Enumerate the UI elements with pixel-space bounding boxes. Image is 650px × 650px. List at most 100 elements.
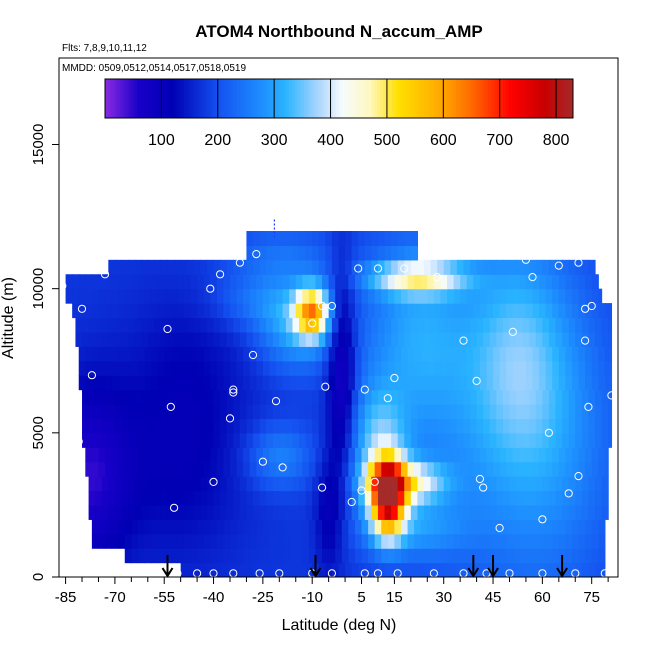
heatmap-cell xyxy=(562,259,570,275)
heatmap-cell xyxy=(552,375,560,391)
heatmap-cell xyxy=(565,360,573,376)
heatmap-cell xyxy=(118,360,126,376)
heatmap-cell xyxy=(256,548,264,564)
heatmap-cell xyxy=(105,519,113,535)
heatmap-cell xyxy=(101,490,109,506)
chart-title: ATOM4 Northbound N_accum_AMP xyxy=(195,22,482,41)
heatmap-cell xyxy=(341,375,349,391)
heatmap-cell xyxy=(493,548,501,564)
colorbar-segment xyxy=(362,79,366,118)
heatmap-cell xyxy=(174,389,182,405)
heatmap-cell xyxy=(302,447,310,463)
heatmap-cell xyxy=(539,303,547,319)
heatmap-cell xyxy=(315,274,323,290)
colorbar-segment xyxy=(154,79,159,118)
heatmap-cell xyxy=(601,476,609,492)
heatmap-cell xyxy=(253,476,261,492)
heatmap-cell xyxy=(410,389,419,405)
heatmap-cell xyxy=(585,533,593,549)
heatmap-cell xyxy=(82,317,90,333)
heatmap-cell xyxy=(276,274,284,290)
heatmap-cell xyxy=(575,504,583,520)
heatmap-cell xyxy=(354,375,363,391)
heatmap-cell xyxy=(105,346,113,362)
heatmap-cell xyxy=(348,548,356,564)
colorbar-segment xyxy=(189,79,194,118)
heatmap-cell xyxy=(499,548,507,564)
heatmap-cell xyxy=(151,360,159,376)
colorbar-segment xyxy=(450,79,454,118)
heatmap-cell xyxy=(305,389,313,405)
heatmap-cell xyxy=(272,245,280,261)
heatmap-cell xyxy=(381,360,389,376)
heatmap-cell xyxy=(183,461,192,477)
heatmap-cell xyxy=(437,432,445,448)
heatmap-cell xyxy=(331,231,340,247)
heatmap-cell xyxy=(193,404,201,420)
heatmap-cell xyxy=(243,548,251,564)
colorbar-segment xyxy=(213,79,217,118)
colorbar-segment xyxy=(423,79,428,118)
heatmap-cell xyxy=(601,418,609,434)
heatmap-cell xyxy=(331,490,340,506)
y-tick-label: 0 xyxy=(30,573,47,581)
heatmap-cell xyxy=(318,404,326,420)
heatmap-cell xyxy=(384,317,392,333)
heatmap-cell xyxy=(180,504,188,520)
heatmap-cell xyxy=(206,317,215,333)
heatmap-cell xyxy=(285,404,294,420)
heatmap-cell xyxy=(147,389,155,405)
heatmap-cell xyxy=(305,418,313,434)
heatmap-cell xyxy=(269,461,277,477)
heatmap-cell xyxy=(203,447,211,463)
heatmap-cell xyxy=(552,519,560,535)
heatmap-cell xyxy=(203,548,211,564)
heatmap-cell xyxy=(532,548,540,564)
heatmap-cell xyxy=(364,231,372,247)
heatmap-cell xyxy=(256,533,264,549)
heatmap-cell xyxy=(124,303,132,319)
heatmap-cell xyxy=(253,245,261,261)
heatmap-cell xyxy=(164,288,172,304)
heatmap-cell xyxy=(516,317,524,333)
heatmap-cell xyxy=(108,317,116,333)
heatmap-cell xyxy=(351,418,359,434)
heatmap-cell xyxy=(433,447,442,463)
heatmap-cell xyxy=(118,461,126,477)
heatmap-cell xyxy=(160,259,169,275)
heatmap-cell xyxy=(516,490,524,506)
heatmap-cell xyxy=(456,504,465,520)
heatmap-cell xyxy=(131,519,139,535)
heatmap-cell xyxy=(72,274,80,290)
heatmap-cell xyxy=(470,389,478,405)
heatmap-cell xyxy=(226,476,234,492)
heatmap-cell xyxy=(308,548,317,564)
heatmap-cell xyxy=(470,404,478,420)
sample-point xyxy=(229,388,238,397)
heatmap-cell xyxy=(351,331,359,347)
heatmap-cell xyxy=(206,331,215,347)
x-tick-label: -10 xyxy=(301,589,323,606)
heatmap-cell xyxy=(522,331,530,347)
heatmap-cell xyxy=(318,418,326,434)
sample-point xyxy=(59,281,67,290)
heatmap-cell xyxy=(78,360,86,376)
heatmap-cell xyxy=(164,461,172,477)
heatmap-cell xyxy=(364,389,372,405)
heatmap-cell xyxy=(400,303,409,319)
heatmap-cell xyxy=(437,490,445,506)
heatmap-cell xyxy=(539,274,547,290)
heatmap-cell xyxy=(259,331,267,347)
x-tick-label: -40 xyxy=(203,589,225,606)
heatmap-cell xyxy=(299,245,307,261)
heatmap-cell xyxy=(443,418,451,434)
heatmap-cell xyxy=(381,548,389,564)
heatmap-cell xyxy=(437,389,445,405)
heatmap-cell xyxy=(368,303,376,319)
heatmap-cell xyxy=(279,245,287,261)
heatmap-cell xyxy=(588,389,596,405)
heatmap-cell xyxy=(259,245,267,261)
heatmap-cell xyxy=(489,432,497,448)
heatmap-cell xyxy=(302,346,310,362)
heatmap-cell xyxy=(259,389,267,405)
